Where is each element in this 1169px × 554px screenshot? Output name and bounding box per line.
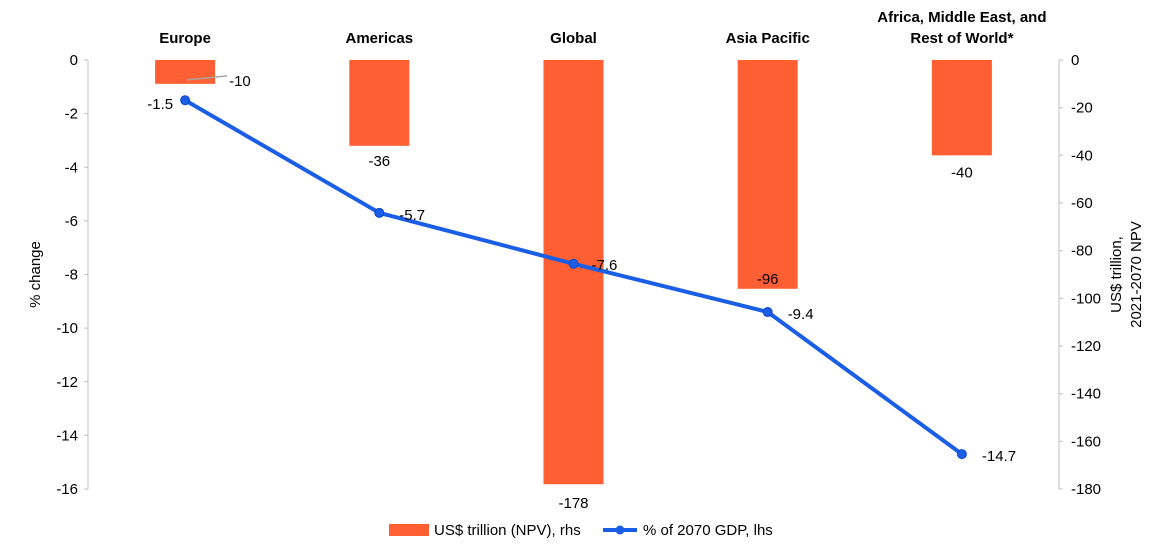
category-label: Americas — [346, 30, 414, 47]
bar — [543, 60, 604, 485]
left-tick-label: -4 — [65, 159, 78, 176]
bar-data-label: -40 — [951, 164, 973, 181]
right-axis-title: 2021-2070 NPV — [1128, 221, 1145, 328]
line-data-label: -9.4 — [788, 306, 814, 323]
line-data-label: -14.7 — [982, 448, 1016, 465]
bar-data-label: -36 — [368, 153, 390, 170]
right-tick-label: -120 — [1071, 338, 1101, 355]
bar-label-leader-line — [187, 75, 228, 81]
line-point — [762, 307, 773, 318]
right-tick-label: -60 — [1071, 195, 1093, 212]
bar — [931, 60, 992, 156]
left-axis-title: % change — [27, 241, 44, 308]
left-tick-label: -2 — [65, 106, 78, 123]
bar-data-label: -178 — [558, 495, 588, 512]
line-point — [180, 95, 191, 106]
category-label: Africa, Middle East, and — [877, 9, 1046, 26]
line-data-label: -7.6 — [592, 257, 618, 274]
legend-label-bar: US$ trillion (NPV), rhs — [434, 522, 581, 539]
right-axis-title: US$ trillion, — [1108, 236, 1125, 313]
category-label: Asia Pacific — [726, 30, 810, 47]
category-label: Global — [550, 30, 597, 47]
bar — [737, 60, 798, 289]
legend-swatch-bar — [389, 524, 429, 536]
line-point — [374, 207, 385, 218]
bar — [349, 60, 410, 146]
category-label: Rest of World* — [910, 30, 1013, 47]
right-tick-label: -80 — [1071, 243, 1093, 260]
left-tick-label: -6 — [65, 213, 78, 230]
right-tick-label: -100 — [1071, 290, 1101, 307]
right-tick-label: -160 — [1071, 433, 1101, 450]
category-label: Europe — [159, 30, 211, 47]
left-tick-label: -16 — [56, 481, 78, 498]
right-tick-label: -180 — [1071, 481, 1101, 498]
line-data-label: -5.7 — [399, 207, 425, 224]
line-series: -1.5 -5.7 -7.6 -9.4 -14.7 — [147, 95, 1016, 465]
right-tick-label: -40 — [1071, 147, 1093, 164]
right-tick-label: -140 — [1071, 386, 1101, 403]
legend: US$ trillion (NPV), rhs % of 2070 GDP, lh… — [389, 522, 773, 539]
line-point — [956, 449, 967, 460]
line-point — [568, 258, 579, 269]
line-data-label: -1.5 — [147, 96, 173, 113]
left-tick-label: -12 — [56, 374, 78, 391]
left-tick-label: -10 — [56, 320, 78, 337]
axes: 0-2-4-6-8-10-12-14-160-20-40-60-80-100-1… — [27, 52, 1145, 498]
left-tick-label: 0 — [70, 52, 78, 69]
bar-data-label: -10 — [229, 73, 251, 90]
bar-data-label: -96 — [757, 271, 779, 288]
left-tick-label: -8 — [65, 267, 78, 284]
right-tick-label: 0 — [1071, 52, 1079, 69]
category-labels: Europe Americas Global Asia Pacific Africa, … — [159, 9, 1046, 47]
right-tick-label: -20 — [1071, 100, 1093, 117]
left-tick-label: -14 — [56, 427, 78, 444]
legend-swatch-marker — [615, 525, 625, 535]
bar-series: -10 -36 -178 -96 -40 — [155, 60, 992, 512]
bar — [155, 60, 216, 84]
legend-label-line: % of 2070 GDP, lhs — [643, 522, 773, 539]
